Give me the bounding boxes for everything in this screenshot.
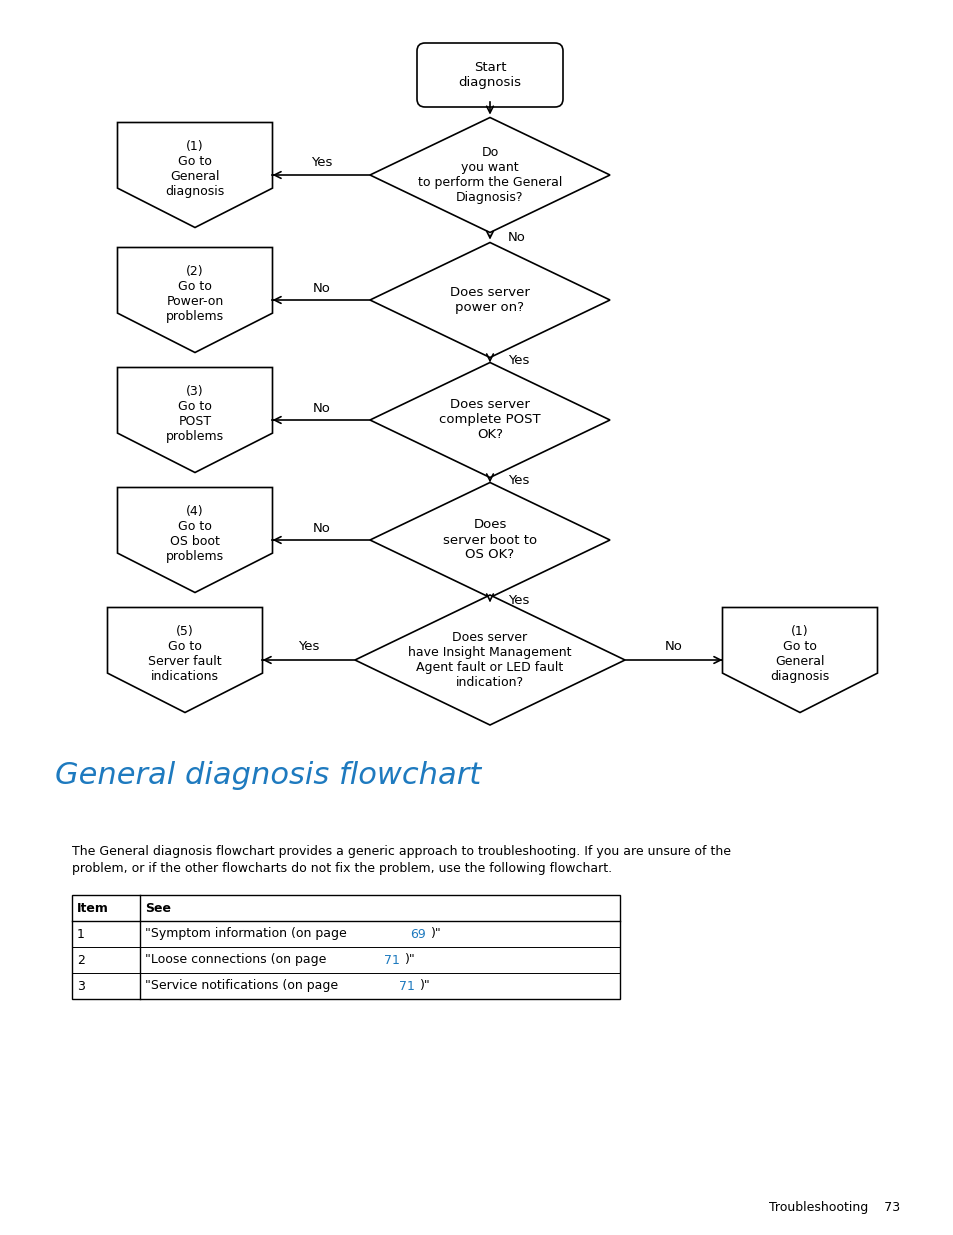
Text: problem, or if the other flowcharts do not fix the problem, use the following fl: problem, or if the other flowcharts do n…	[71, 862, 612, 876]
Text: No: No	[312, 282, 330, 294]
Text: (4)
Go to
OS boot
problems: (4) Go to OS boot problems	[166, 505, 224, 563]
Text: Yes: Yes	[297, 641, 319, 653]
Polygon shape	[355, 595, 624, 725]
Text: (1)
Go to
General
diagnosis: (1) Go to General diagnosis	[165, 140, 224, 198]
Text: (3)
Go to
POST
problems: (3) Go to POST problems	[166, 384, 224, 442]
Polygon shape	[721, 608, 877, 713]
Text: )": )"	[431, 927, 441, 941]
Text: 71: 71	[384, 953, 399, 967]
Text: Yes: Yes	[311, 157, 332, 169]
Polygon shape	[370, 363, 609, 478]
Polygon shape	[108, 608, 262, 713]
Text: Does server
power on?: Does server power on?	[450, 287, 529, 314]
Polygon shape	[117, 488, 273, 593]
Text: Does server
complete POST
OK?: Does server complete POST OK?	[438, 399, 540, 441]
Polygon shape	[370, 483, 609, 598]
Text: Do
you want
to perform the General
Diagnosis?: Do you want to perform the General Diagn…	[417, 146, 561, 204]
Text: Yes: Yes	[507, 594, 529, 606]
Text: Yes: Yes	[507, 353, 529, 367]
Text: )": )"	[419, 979, 430, 993]
Text: "Service notifications (on page: "Service notifications (on page	[145, 979, 342, 993]
Text: See: See	[145, 902, 171, 914]
Text: 69: 69	[410, 927, 426, 941]
Polygon shape	[117, 122, 273, 227]
Text: No: No	[312, 401, 330, 415]
Text: No: No	[312, 521, 330, 535]
Bar	[71, 895, 619, 999]
Text: (5)
Go to
Server fault
indications: (5) Go to Server fault indications	[148, 625, 222, 683]
Text: Troubleshooting    73: Troubleshooting 73	[768, 1200, 899, 1214]
Text: Item: Item	[77, 902, 109, 914]
FancyBboxPatch shape	[416, 43, 562, 107]
Text: Yes: Yes	[507, 473, 529, 487]
Text: General diagnosis flowchart: General diagnosis flowchart	[55, 761, 480, 789]
Polygon shape	[117, 247, 273, 352]
Polygon shape	[370, 117, 609, 232]
Polygon shape	[370, 242, 609, 357]
Text: No: No	[664, 641, 682, 653]
Text: The General diagnosis flowchart provides a generic approach to troubleshooting. : The General diagnosis flowchart provides…	[71, 845, 730, 858]
Text: (1)
Go to
General
diagnosis: (1) Go to General diagnosis	[770, 625, 829, 683]
Text: No: No	[507, 231, 525, 245]
Text: 2: 2	[77, 953, 85, 967]
Text: 71: 71	[399, 979, 415, 993]
Text: Does server
have Insight Management
Agent fault or LED fault
indication?: Does server have Insight Management Agen…	[408, 631, 571, 689]
Text: )": )"	[404, 953, 415, 967]
Text: 3: 3	[77, 979, 85, 993]
Text: Start
diagnosis: Start diagnosis	[458, 61, 521, 89]
Text: "Symptom information (on page: "Symptom information (on page	[145, 927, 351, 941]
Text: "Loose connections (on page: "Loose connections (on page	[145, 953, 330, 967]
Text: 1: 1	[77, 927, 85, 941]
Polygon shape	[117, 368, 273, 473]
Text: Does
server boot to
OS OK?: Does server boot to OS OK?	[442, 519, 537, 562]
Text: (2)
Go to
Power-on
problems: (2) Go to Power-on problems	[166, 264, 224, 322]
